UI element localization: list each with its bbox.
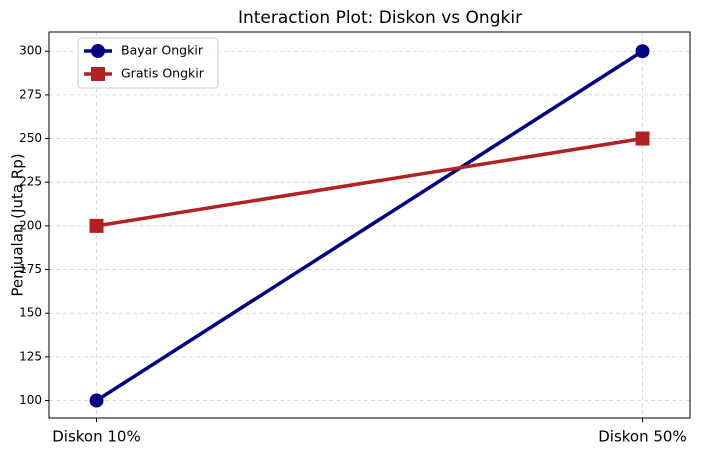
marker [635, 131, 650, 146]
legend-label: Bayar Ongkir [121, 43, 204, 58]
y-tick-label: 300 [19, 44, 42, 58]
y-tick-label: 100 [19, 393, 42, 407]
series-line [95, 49, 644, 403]
marker [635, 44, 650, 59]
y-tick-label: 275 [19, 87, 42, 101]
chart-title: Interaction Plot: Diskon vs Ongkir [238, 8, 522, 28]
legend-box [77, 37, 219, 89]
y-tick-label: 250 [19, 131, 42, 145]
series-line [96, 136, 643, 228]
marker [89, 218, 104, 233]
y-axis-label: Penjualan (Juta Rp) [9, 153, 27, 296]
x-tick-label: Diskon 10% [52, 428, 140, 446]
y-tick-label: 150 [19, 306, 42, 320]
plot-frame [48, 31, 691, 419]
y-tick-label: 175 [19, 262, 42, 276]
x-tick-label: Diskon 50% [598, 428, 686, 446]
y-tick-label: 125 [19, 349, 42, 363]
y-tick-label: 225 [19, 175, 42, 189]
marker [91, 44, 105, 58]
marker [91, 67, 105, 81]
y-tick-label: 200 [19, 218, 42, 232]
marker [89, 393, 104, 408]
legend: Bayar Ongkir Gratis Ongkir [77, 37, 219, 89]
legend-label: Gratis Ongkir [121, 66, 205, 81]
